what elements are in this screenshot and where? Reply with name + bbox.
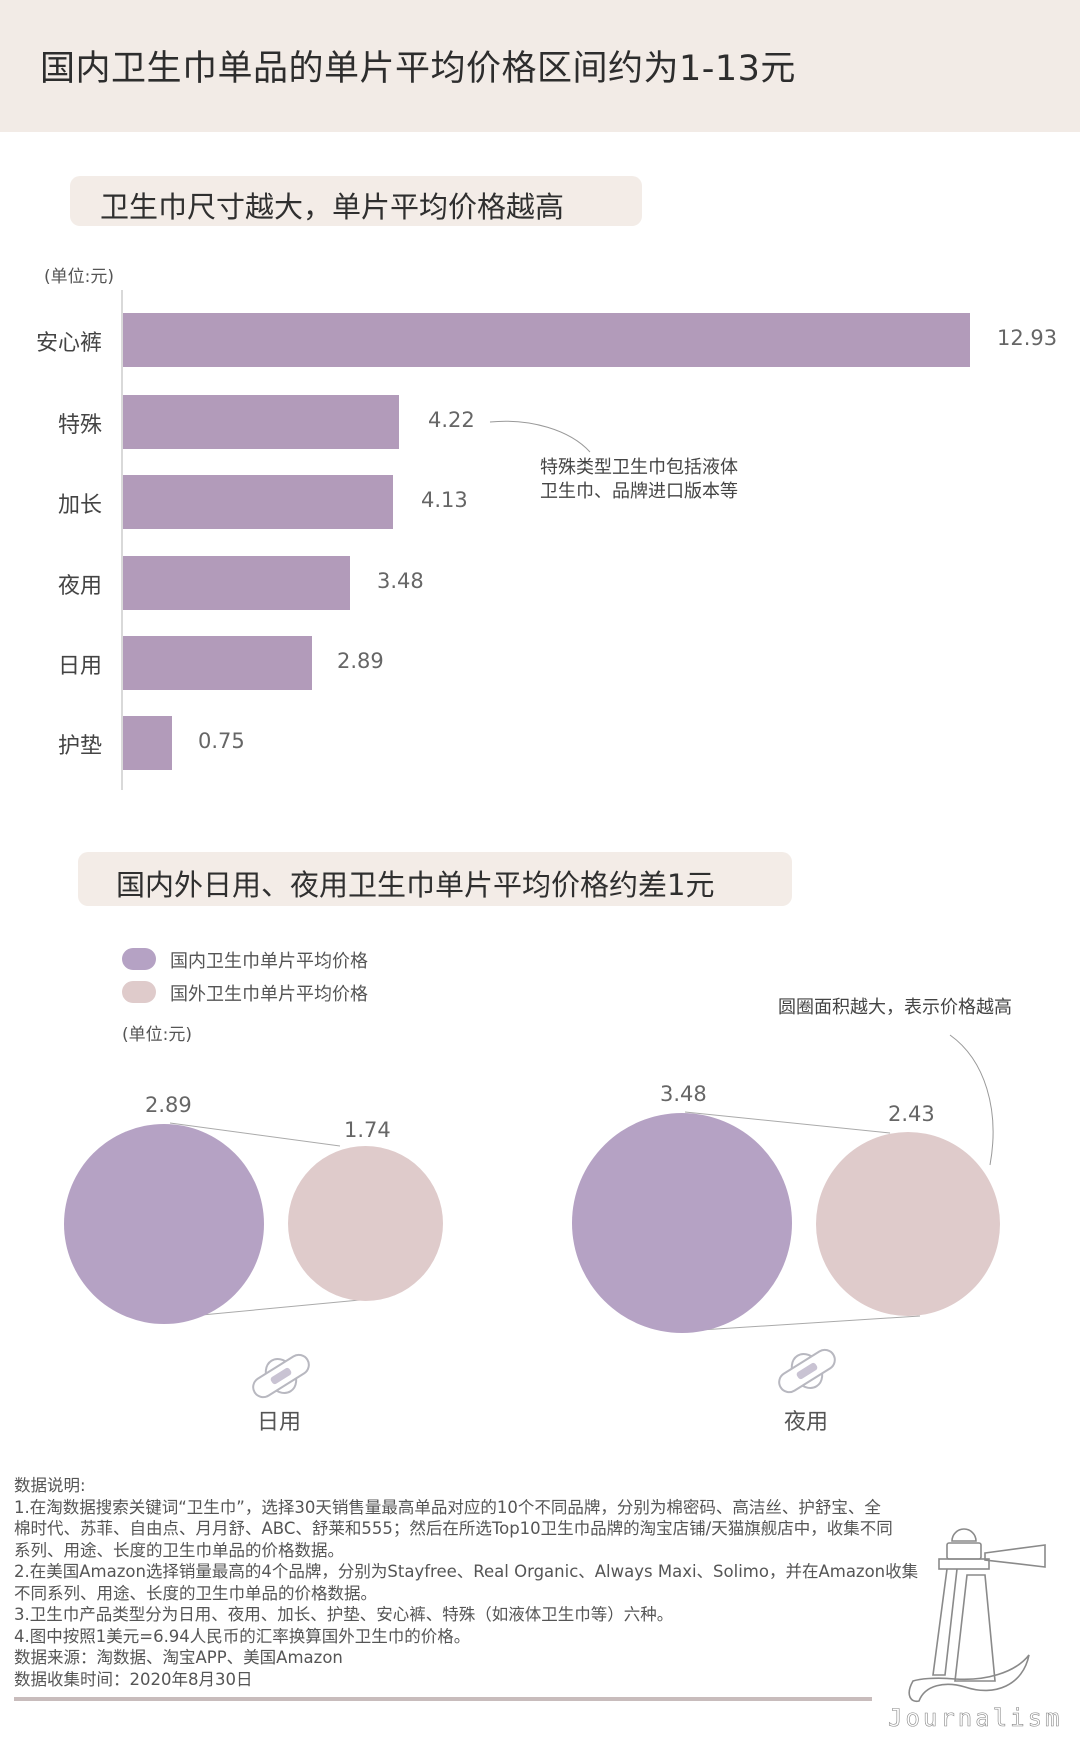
notes-line: 棉时代、苏菲、自由点、月月舒、ABC、舒莱和555；然后在所选Top10卫生巾品…: [14, 1519, 893, 1538]
foreign-circle: [288, 1146, 443, 1301]
annotation-line: 特殊类型卫生巾包括液体: [540, 457, 738, 478]
foreign-value: 1.74: [344, 1118, 391, 1142]
footer-divider: [14, 1697, 872, 1701]
bar: [123, 395, 399, 449]
category-label: 日用: [257, 1410, 302, 1435]
bar-row-teshu: 特殊 4.22: [0, 395, 1080, 449]
bubble-annotation: 圆圈面积越大，表示价格越高: [778, 997, 1012, 1018]
bar-label: 日用: [57, 654, 102, 679]
bar-value: 4.13: [421, 488, 468, 512]
domestic-circle: [572, 1113, 792, 1333]
notes-line: 4.图中按照1美元=6.94人民币的汇率换算国外卫生巾的价格。: [14, 1626, 471, 1646]
y-axis-line: [121, 290, 123, 790]
sanitary-pad-icon: [778, 1348, 836, 1394]
notes-line: 系列、用途、长度的卫生巾单品的价格数据。: [14, 1540, 344, 1560]
bar-row-jiachang: 加长 4.13: [0, 475, 1080, 529]
bar: [123, 716, 172, 770]
category-label: 夜用: [784, 1410, 829, 1435]
legend-swatch-foreign: [122, 981, 156, 1003]
domestic-value: 3.48: [660, 1082, 707, 1106]
data-notes: 数据说明: 1.在淘数据搜索关键词“卫生巾”，选择30天销售量最高单品对应的10…: [14, 1475, 919, 1690]
bar-row-riyong: 日用 2.89: [0, 636, 1080, 690]
bar-label: 特殊: [57, 413, 102, 438]
connector-lines: [684, 1111, 921, 1332]
bubble-annotation-line: [949, 1034, 994, 1166]
bar: [123, 556, 350, 610]
bar-value: 3.48: [377, 569, 424, 593]
unit-label-2: (单位:元): [122, 1025, 192, 1045]
bar: [123, 636, 312, 690]
bar-label: 加长: [57, 493, 102, 518]
notes-line: 1.在淘数据搜索关键词“卫生巾”，选择30天销售量最高单品对应的10个不同品牌，…: [14, 1497, 881, 1517]
foreign-circle: [816, 1132, 1000, 1316]
logo-text: Journalism: [888, 1704, 1063, 1733]
bar-value: 0.75: [198, 729, 245, 753]
domestic-value: 2.89: [145, 1093, 192, 1117]
bar: [123, 313, 970, 367]
section-title-size-price: 卫生巾尺寸越大，单片平均价格越高: [70, 176, 642, 226]
bar: [123, 475, 393, 529]
notes-line: 不同系列、用途、长度的卫生巾单品的价格数据。: [14, 1583, 377, 1603]
bar-label: 护垫: [57, 734, 102, 759]
bar-value: 12.93: [997, 326, 1058, 350]
bar-row-anxinku: 安心裤 12.93: [0, 313, 1080, 367]
page-title: 国内卫生巾单品的单片平均价格区间约为1-13元: [40, 49, 796, 89]
header-banner: 国内卫生巾单品的单片平均价格区间约为1-13元: [0, 0, 1080, 132]
annotation-line: 卫生巾、品牌进口版本等: [540, 481, 738, 502]
legend-label: 国内卫生巾单片平均价格: [170, 951, 368, 972]
notes-line: 数据收集时间：2020年8月30日: [14, 1669, 253, 1689]
domestic-circle: [64, 1124, 264, 1324]
section-title-text: 卫生巾尺寸越大，单片平均价格越高: [100, 190, 565, 224]
bar-value: 2.89: [337, 649, 384, 673]
notes-line: 2.在美国Amazon选择销量最高的4个品牌，分别为Stayfree、Real …: [14, 1562, 919, 1581]
legend-label: 国外卫生巾单片平均价格: [170, 984, 368, 1005]
sanitary-pad-icon: [252, 1353, 310, 1399]
bar-row-yeyong: 夜用 3.48: [0, 556, 1080, 610]
unit-label: (单位:元): [44, 267, 114, 287]
bar-row-hudian: 护垫 0.75: [0, 716, 1080, 770]
notes-line: 数据来源：淘数据、淘宝APP、美国Amazon: [14, 1648, 343, 1667]
legend-swatch-domestic: [122, 948, 156, 970]
annotation-special: 特殊类型卫生巾包括液体 卫生巾、品牌进口版本等: [540, 456, 738, 504]
section-title-text: 国内外日用、夜用卫生巾单片平均价格约差1元: [116, 868, 715, 902]
section-title-domestic-foreign: 国内外日用、夜用卫生巾单片平均价格约差1元: [78, 852, 792, 906]
notes-heading: 数据说明:: [14, 1476, 86, 1495]
bar-label: 夜用: [57, 574, 102, 599]
foreign-value: 2.43: [888, 1102, 935, 1126]
lighthouse-logo-icon: [908, 1528, 1046, 1703]
bar-label: 安心裤: [35, 331, 102, 356]
callout-line: [489, 420, 591, 453]
notes-line: 3.卫生巾产品类型分为日用、夜用、加长、护垫、安心裤、特殊（如液体卫生巾等）六种…: [14, 1605, 674, 1624]
bar-value: 4.22: [428, 408, 475, 432]
